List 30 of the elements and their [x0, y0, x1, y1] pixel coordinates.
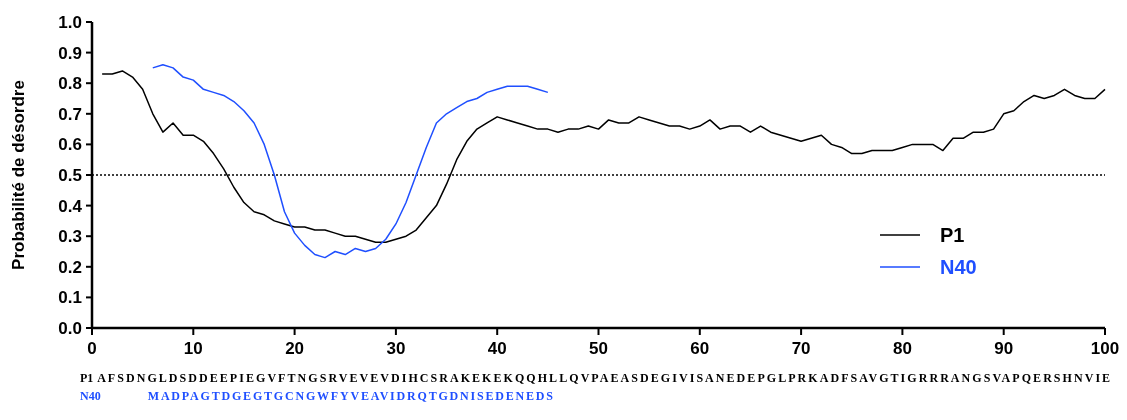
- y-tick-label: 0.5: [58, 165, 82, 185]
- y-tick-label: 0.8: [58, 74, 82, 94]
- x-tick-label: 90: [994, 339, 1014, 358]
- x-tick-label: 0: [87, 339, 97, 358]
- y-tick-label: 0.6: [58, 135, 82, 155]
- y-tick-label: 0.3: [58, 227, 82, 247]
- line-series: [152, 64, 549, 259]
- x-tick-label: 10: [183, 339, 203, 358]
- legend-label: P1: [940, 224, 965, 246]
- y-tick-label: 0.7: [58, 104, 82, 124]
- x-tick-label: 40: [487, 339, 507, 358]
- x-tick-label: 30: [386, 339, 406, 358]
- y-tick-label: 1.0: [58, 12, 82, 32]
- text: MADPAGTDGEGTGCNGWFYVEAVIDRQTGDNISEDENEDS: [147, 389, 554, 403]
- x-tick-label: 20: [285, 339, 305, 358]
- y-axis-title: Probabilité de désordre: [9, 80, 28, 270]
- text: P1: [80, 371, 94, 385]
- text: AFSDNGLDSDDEEPIEGVFTNGSRVEVEVDIHCSRAKEKEKQQHLLQVPAEASDEGIVISANEDEPGLPRKADFSAVGTIGRRRANGSVAPQERSHNVIE: [97, 371, 1111, 385]
- y-tick-label: 0.1: [58, 288, 82, 308]
- x-tick-label: 60: [690, 339, 710, 358]
- x-tick-label: 80: [892, 339, 912, 358]
- x-tick-label: 50: [589, 339, 608, 358]
- legend-label: N40: [940, 256, 977, 278]
- y-tick-label: 0.4: [58, 196, 83, 216]
- x-tick-label: 70: [791, 339, 811, 358]
- text: N40: [80, 389, 101, 403]
- x-tick-label: 100: [1090, 339, 1120, 358]
- y-tick-label: 0.2: [58, 257, 82, 277]
- y-tick-label: 0.9: [58, 43, 82, 63]
- y-tick-label: 0.0: [58, 318, 82, 338]
